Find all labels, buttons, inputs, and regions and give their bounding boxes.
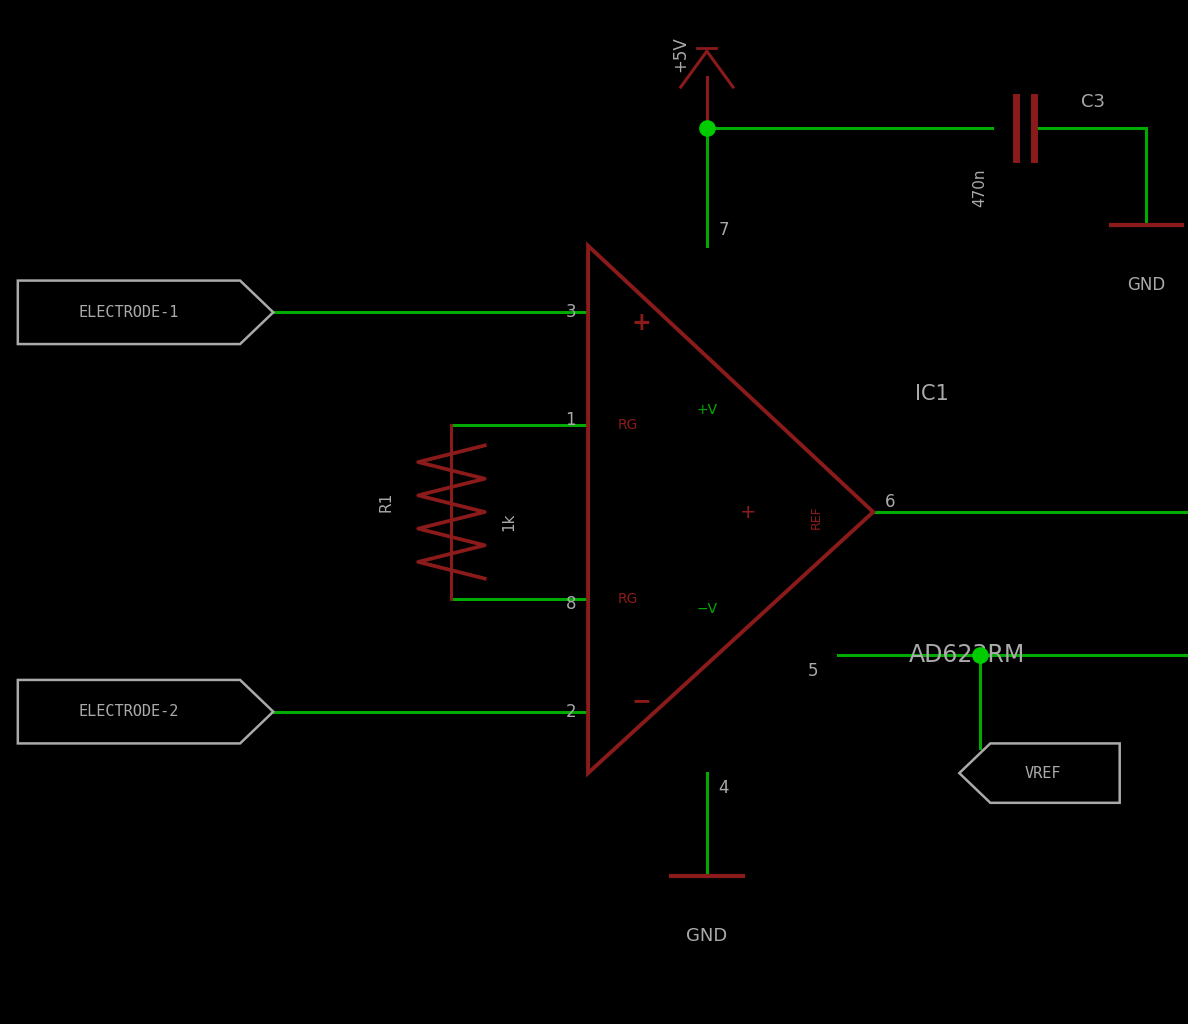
Text: RG: RG <box>618 418 638 432</box>
Text: IC1: IC1 <box>915 384 948 404</box>
Text: 1k: 1k <box>501 513 516 531</box>
Text: 2: 2 <box>565 702 576 721</box>
Text: 7: 7 <box>719 221 729 240</box>
Text: +: + <box>740 503 757 521</box>
Text: ELECTRODE-1: ELECTRODE-1 <box>78 305 179 319</box>
Text: 6: 6 <box>885 493 896 511</box>
Text: C3: C3 <box>1081 93 1105 112</box>
Text: 470n: 470n <box>973 169 987 208</box>
Text: GND: GND <box>687 927 727 945</box>
Text: ELECTRODE-2: ELECTRODE-2 <box>78 705 179 719</box>
Text: −: − <box>632 689 651 714</box>
Text: 5: 5 <box>808 662 819 680</box>
Text: 8: 8 <box>565 595 576 613</box>
Text: REF: REF <box>810 505 822 529</box>
Text: +V: +V <box>696 402 718 417</box>
Text: +5V: +5V <box>671 36 690 72</box>
Text: −V: −V <box>696 602 718 616</box>
Text: 3: 3 <box>565 303 576 322</box>
Text: AD623RM: AD623RM <box>909 643 1025 668</box>
Text: GND: GND <box>1127 276 1165 295</box>
Text: +: + <box>632 310 651 335</box>
Text: 1: 1 <box>565 411 576 429</box>
Text: RG: RG <box>618 592 638 606</box>
Text: 4: 4 <box>719 779 729 798</box>
Text: VREF: VREF <box>1024 766 1061 780</box>
Text: R1: R1 <box>379 492 393 512</box>
